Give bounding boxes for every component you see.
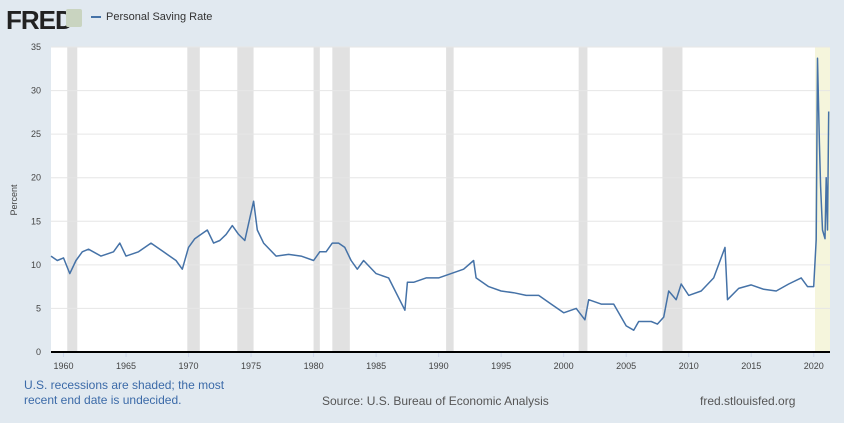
legend-swatch [91,16,101,18]
x-tick-label: 2015 [741,361,761,371]
x-tick-label: 1960 [53,361,73,371]
recession-shade [332,47,350,352]
y-tick-label: 35 [31,42,41,52]
fred-logo[interactable]: FRED [6,5,74,35]
x-tick-label: 1970 [179,361,199,371]
recession-shade [446,47,454,352]
legend-label: Personal Saving Rate [106,11,213,23]
recession-shade [578,47,588,352]
y-axis-label: Percent [9,184,19,216]
y-tick-label: 20 [31,173,41,183]
x-tick-label: 1965 [116,361,136,371]
recession-shade [237,47,254,352]
x-tick-label: 2010 [679,361,699,371]
x-tick-label: 1980 [304,361,324,371]
recession-shade [662,47,683,352]
y-tick-label: 0 [36,347,41,357]
fred-chart-icon [66,9,82,27]
y-tick-label: 15 [31,216,41,226]
x-tick-label: 1995 [491,361,511,371]
y-tick-label: 30 [31,86,41,96]
source-text: Source: U.S. Bureau of Economic Analysis [322,394,549,408]
y-tick-label: 10 [31,260,41,270]
recession-shade [313,47,320,352]
y-tick-label: 5 [36,303,41,313]
y-tick-label: 25 [31,129,41,139]
site-link[interactable]: fred.stlouisfed.org [700,394,796,408]
x-tick-label: 2020 [804,361,824,371]
recession-shade [187,47,200,352]
x-tick-label: 1990 [429,361,449,371]
x-tick-label: 2005 [616,361,636,371]
x-tick-label: 2000 [554,361,574,371]
legend: Personal Saving Rate [91,11,212,23]
x-tick-label: 1985 [366,361,386,371]
recession-note: U.S. recessions are shaded; the most rec… [24,378,225,407]
recession-shade [67,47,78,352]
x-tick-label: 1975 [241,361,261,371]
series-line-personal-saving-rate [50,57,830,331]
plot-area [51,47,830,352]
